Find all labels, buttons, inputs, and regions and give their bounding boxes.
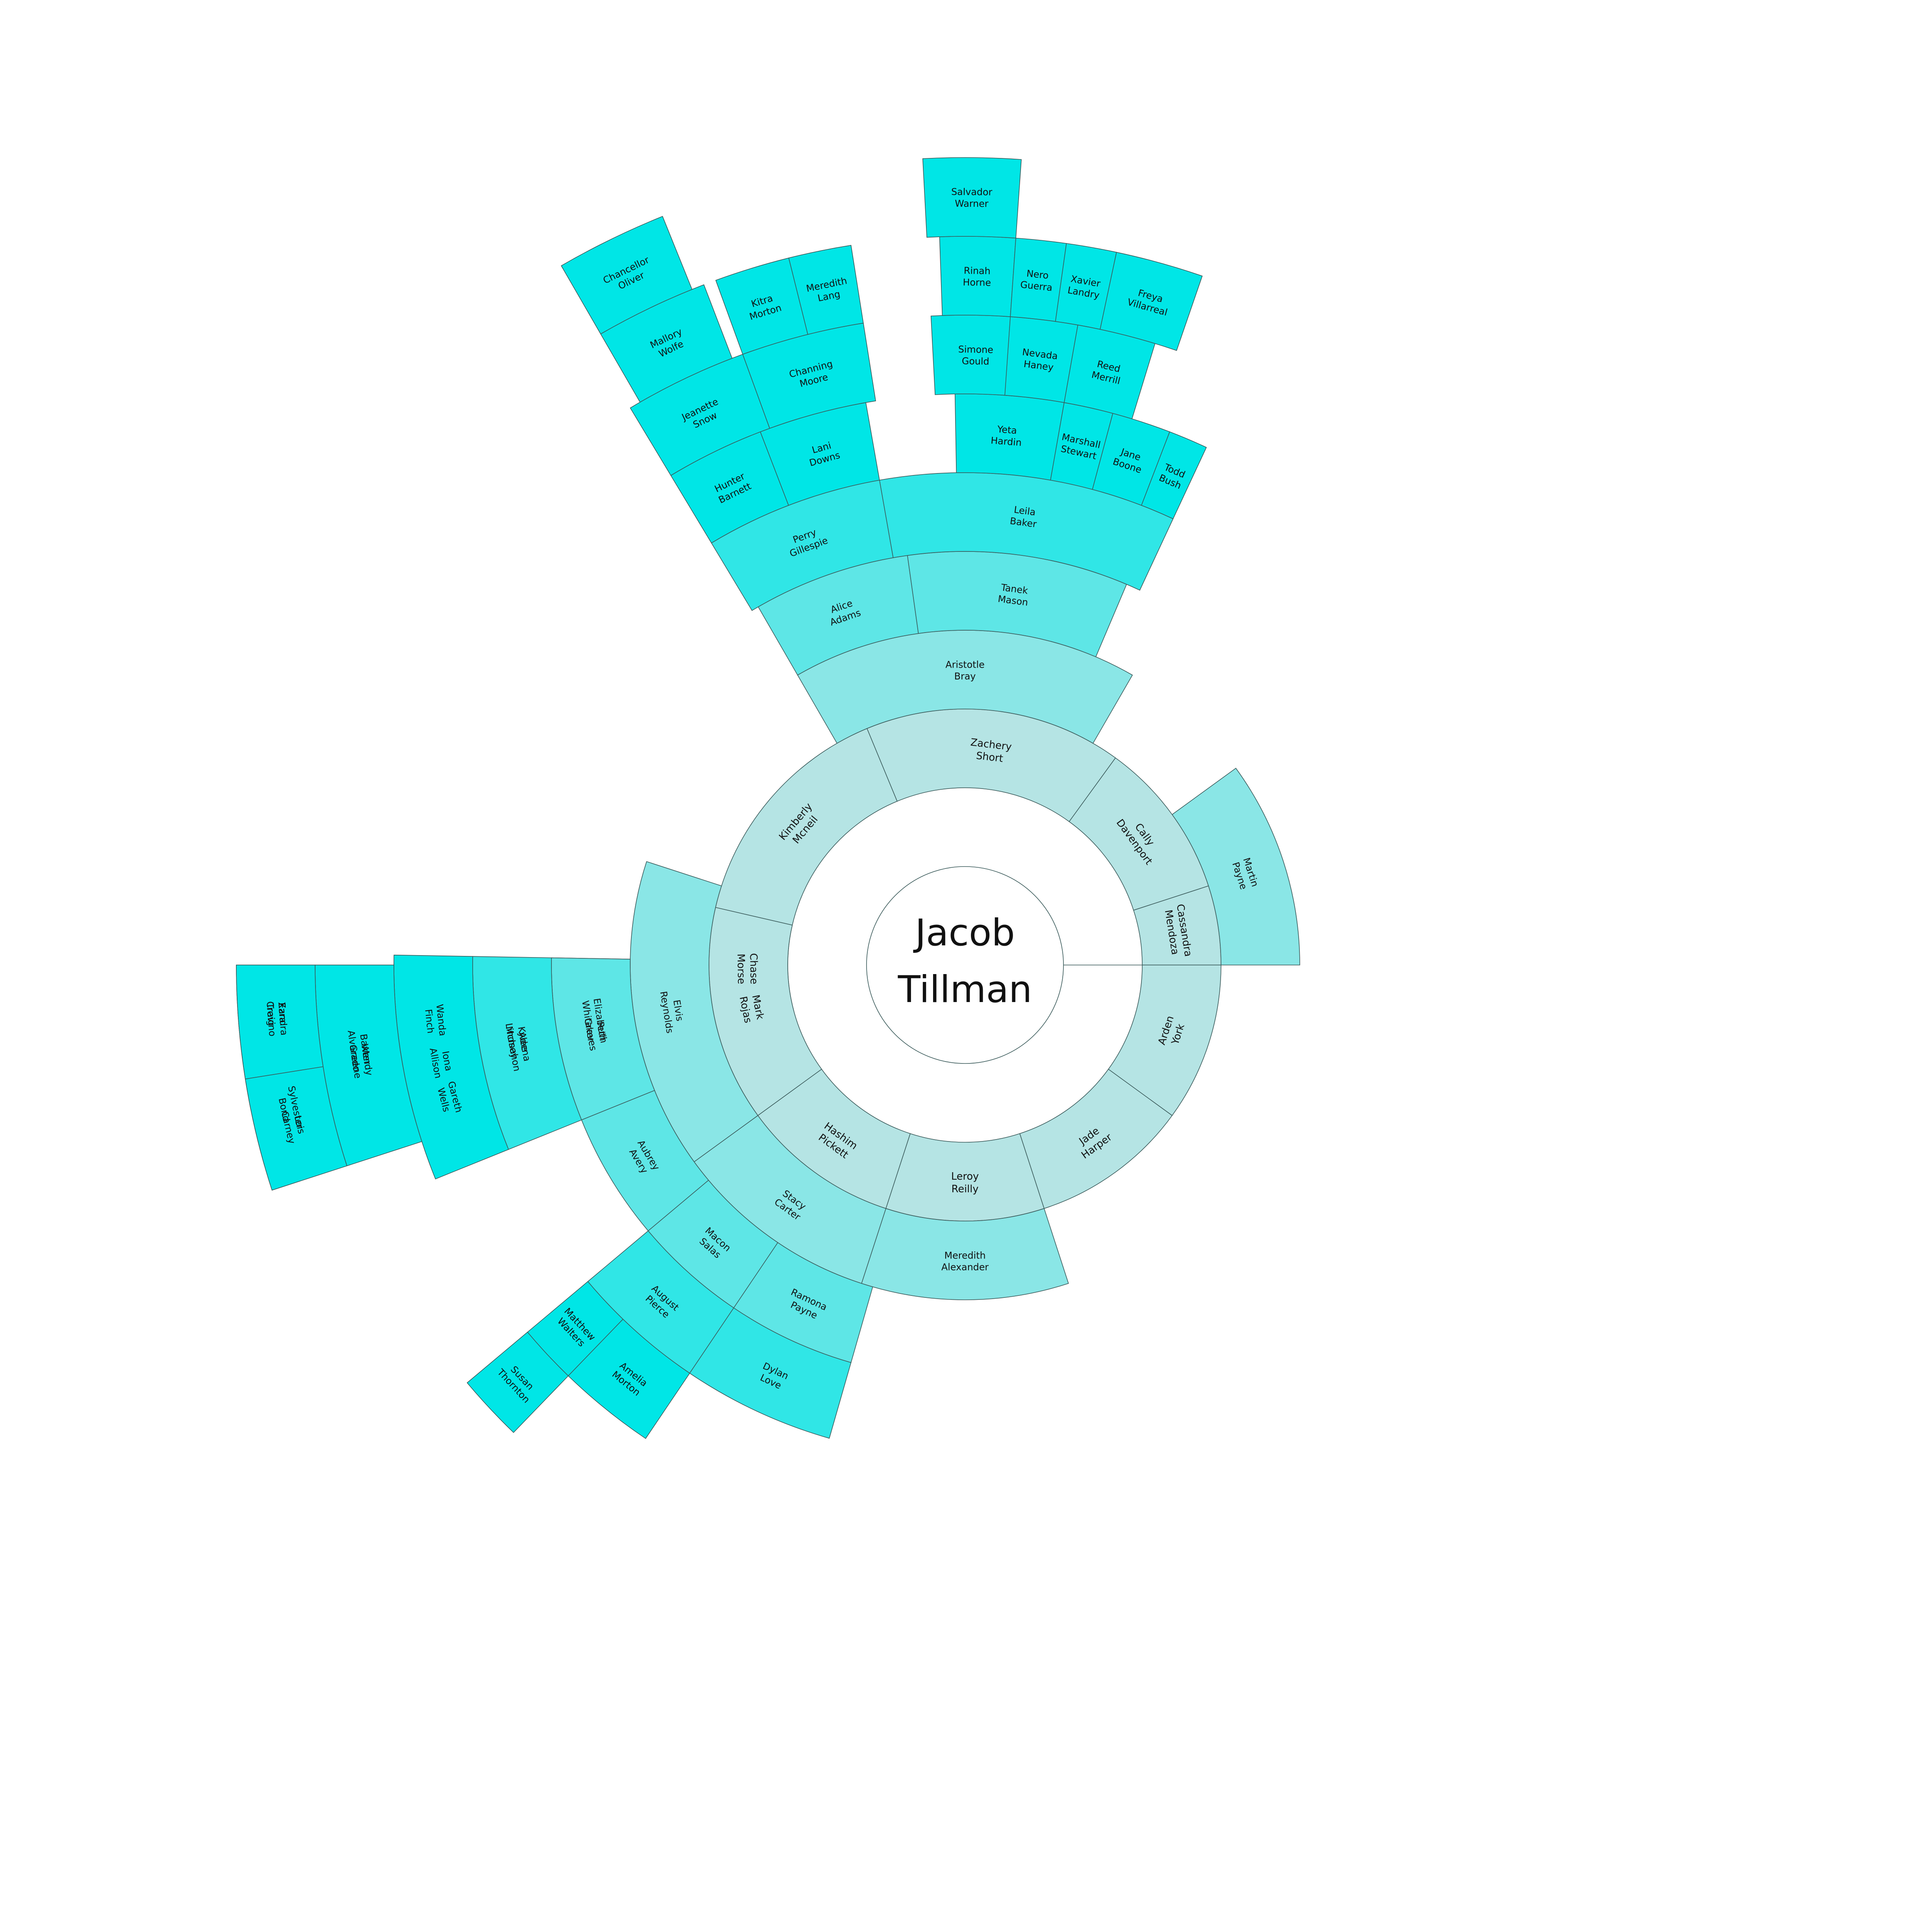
person-last-name: Warner — [955, 198, 989, 210]
segment-meredith-l[interactable] — [788, 245, 864, 335]
segment-freya[interactable] — [1100, 252, 1203, 351]
person-last-name: Finch — [423, 1009, 436, 1034]
segment-lois[interactable] — [245, 1066, 347, 1191]
person-last-name: Trevino — [264, 1002, 278, 1037]
person-last-name: Gould — [962, 356, 989, 367]
person-first-name: Chase — [748, 953, 760, 984]
person-last-name: Bray — [954, 671, 976, 682]
segments-layer — [236, 157, 1300, 1439]
segment-todd[interactable] — [1141, 431, 1207, 520]
segment-martin[interactable] — [1171, 768, 1300, 965]
segment-salvador[interactable] — [922, 157, 1022, 239]
person-first-name: Leroy — [951, 1171, 979, 1182]
segment-susan[interactable] — [466, 1331, 569, 1433]
segment-amelia[interactable] — [568, 1319, 690, 1439]
person-first-name: Salvador — [951, 186, 993, 198]
person-first-name: Meredith — [945, 1250, 986, 1261]
root-name-first: Jacob — [913, 911, 1015, 954]
root-circle[interactable] — [866, 866, 1064, 1064]
person-first-name: Ezra — [276, 1002, 289, 1023]
person-last-name: Morse — [735, 954, 747, 984]
person-last-name: Alexander — [941, 1262, 989, 1273]
person-first-name: Rinah — [964, 265, 991, 277]
person-last-name: Hardin — [990, 435, 1022, 448]
person-first-name: Nero — [1026, 268, 1049, 281]
person-first-name: Aristotle — [945, 659, 984, 670]
root-person[interactable]: Jacob Tillman — [866, 866, 1064, 1064]
segment-xandra[interactable] — [236, 965, 324, 1080]
person-last-name: Horne — [963, 277, 991, 288]
person-first-name: Yeta — [997, 423, 1017, 436]
root-name-last: Tillman — [898, 968, 1032, 1011]
person-first-name: Simone — [958, 344, 993, 356]
person-first-name: Xandra — [276, 1002, 290, 1036]
segment-kitra[interactable] — [715, 257, 808, 355]
person-last-name: Craig — [264, 1001, 277, 1026]
person-last-name: Reilly — [952, 1183, 979, 1195]
segment-chancellor[interactable] — [560, 216, 693, 334]
segment-dylan[interactable] — [689, 1307, 852, 1439]
segment-rinah[interactable] — [939, 236, 1016, 317]
